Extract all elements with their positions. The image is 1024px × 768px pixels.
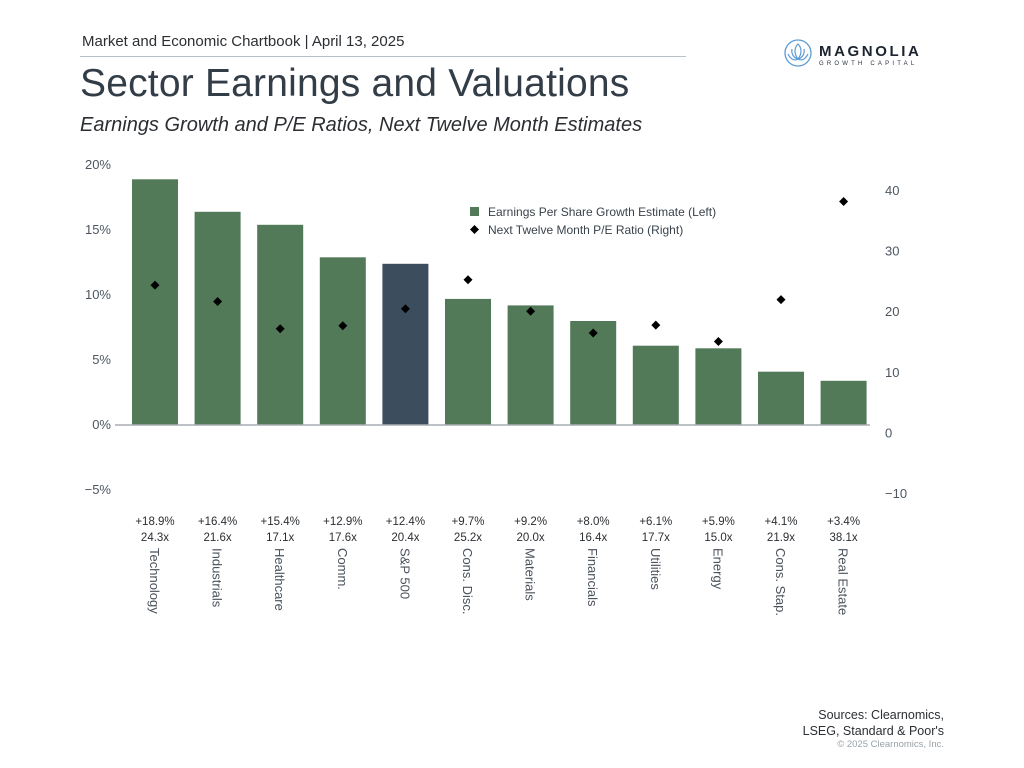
pe-ratio-label: 20.0x	[517, 532, 545, 544]
legend-swatch-pe	[470, 225, 479, 234]
pe-ratio-label: 21.9x	[767, 532, 795, 544]
bar-cons-disc-	[445, 298, 491, 425]
pe-ratio-label: 16.4x	[579, 532, 607, 544]
pe-marker	[776, 295, 786, 305]
pe-marker	[526, 306, 536, 316]
page-subtitle: Earnings Growth and P/E Ratios, Next Twe…	[80, 114, 643, 136]
pe-ratio-label: 17.1x	[266, 532, 294, 544]
bar-series	[132, 179, 867, 425]
pe-marker	[150, 280, 160, 290]
right-axis-tick-label: 30	[885, 244, 899, 259]
bar-cons-stap-	[758, 371, 804, 425]
category-label: S&P 500	[397, 548, 412, 599]
right-axis-tick-label: −10	[885, 486, 907, 501]
page-title: Sector Earnings and Valuations	[80, 62, 630, 105]
pe-ratio-label: 17.6x	[329, 532, 357, 544]
legend-label-pe: Next Twelve Month P/E Ratio (Right)	[488, 223, 683, 237]
pe-marker	[651, 320, 661, 330]
pe-marker	[275, 324, 285, 334]
eps-growth-label: +18.9%	[135, 516, 174, 528]
logo-name: MAGNOLIA	[819, 42, 922, 60]
pe-ratio-label: 15.0x	[704, 532, 732, 544]
pe-marker	[588, 328, 598, 338]
category-label: Utilities	[648, 548, 663, 590]
left-axis-tick-label: 10%	[85, 287, 111, 302]
chartbook-kicker: Market and Economic Chartbook | April 13…	[82, 33, 405, 50]
lotus-icon	[783, 38, 813, 73]
pe-marker	[839, 197, 849, 207]
legend-swatch-eps	[470, 207, 479, 216]
bar-comm-	[319, 257, 366, 425]
copyright: © 2025 Clearnomics, Inc.	[837, 739, 944, 750]
header-divider	[80, 56, 686, 57]
eps-growth-label: +9.7%	[452, 516, 485, 528]
eps-growth-label: +12.4%	[386, 516, 425, 528]
pe-marker	[213, 297, 223, 307]
right-axis-tick-label: 40	[885, 183, 899, 198]
bar-materials	[507, 305, 554, 425]
eps-growth-label: +6.1%	[639, 516, 672, 528]
left-axis-tick-label: 5%	[92, 352, 111, 367]
pe-ratio-label: 38.1x	[830, 532, 858, 544]
right-axis: 40 30 20 10 0 −10	[885, 183, 907, 501]
category-label: Cons. Disc.	[460, 548, 475, 614]
eps-growth-label: +16.4%	[198, 516, 237, 528]
pe-ratio-label: 25.2x	[454, 532, 482, 544]
logo-tagline: GROWTH CAPITAL	[819, 60, 918, 67]
pe-marker	[338, 321, 348, 331]
eps-growth-label: +3.4%	[827, 516, 860, 528]
bar-industrials	[194, 211, 241, 425]
pe-ratio-label: 17.7x	[642, 532, 670, 544]
left-axis-tick-label: 0%	[92, 417, 111, 432]
bar-financials	[570, 321, 617, 425]
bar-real-estate	[820, 380, 867, 425]
pe-ratio-label: 21.6x	[204, 532, 232, 544]
left-axis-tick-label: −5%	[85, 482, 112, 497]
eps-growth-label: +4.1%	[765, 516, 798, 528]
category-label: Industrials	[210, 548, 225, 608]
category-label: Comm.	[335, 548, 350, 590]
bar-s-p-500	[382, 263, 429, 425]
category-label: Technology	[147, 548, 162, 614]
category-label: Financials	[585, 548, 600, 607]
eps-growth-label: +9.2%	[514, 516, 547, 528]
bar-technology	[132, 179, 178, 425]
category-label: Materials	[523, 548, 538, 601]
pe-marker-series	[150, 197, 849, 346]
category-label: Energy	[710, 548, 725, 590]
eps-growth-label: +15.4%	[261, 516, 300, 528]
pe-ratio-label: 20.4x	[391, 532, 419, 544]
pe-ratio-label: 24.3x	[141, 532, 169, 544]
right-axis-tick-label: 10	[885, 365, 899, 380]
category-label: Cons. Stap.	[773, 548, 788, 616]
bar-energy	[695, 348, 742, 425]
pe-marker	[463, 275, 473, 285]
legend: Earnings Per Share Growth Estimate (Left…	[470, 205, 716, 237]
pe-marker	[400, 304, 410, 314]
sources-line-2: LSEG, Standard & Poor's	[802, 724, 944, 738]
left-axis-tick-label: 20%	[85, 157, 111, 172]
bar-utilities	[632, 345, 679, 425]
sources-line-1: Sources: Clearnomics,	[818, 708, 944, 722]
left-axis-tick-label: 15%	[85, 222, 111, 237]
magnolia-logo: MAGNOLIA GROWTH CAPITAL	[783, 38, 921, 73]
legend-label-eps: Earnings Per Share Growth Estimate (Left…	[488, 205, 716, 219]
eps-growth-label: +5.9%	[702, 516, 735, 528]
data-labels: +18.9% 24.3x Technology +16.4% 21.6x Industri…	[135, 516, 860, 616]
eps-growth-label: +8.0%	[577, 516, 610, 528]
right-axis-tick-label: 20	[885, 304, 899, 319]
right-axis-tick-label: 0	[885, 425, 892, 440]
left-axis: 20% 15% 10% 5% 0% −5%	[85, 157, 112, 497]
category-label: Real Estate	[836, 548, 851, 615]
category-label: Healthcare	[272, 548, 287, 611]
sources-note: Sources: Clearnomics, LSEG, Standard & P…	[803, 707, 944, 739]
pe-marker	[713, 337, 723, 346]
eps-growth-label: +12.9%	[323, 516, 362, 528]
